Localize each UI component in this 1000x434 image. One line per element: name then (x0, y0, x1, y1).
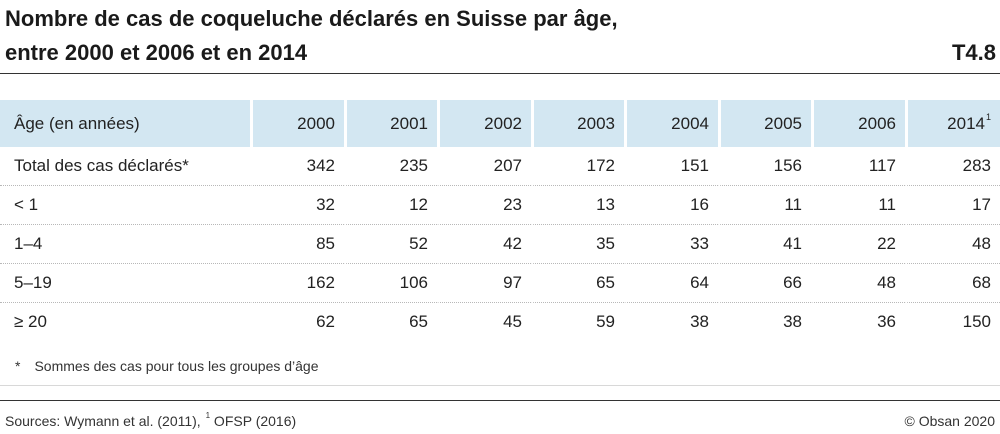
cell-value: 162 (250, 264, 344, 303)
source-note-marker: 1 (205, 411, 211, 420)
cell-value: 11 (811, 186, 905, 225)
header-year-2014: 20141 (905, 100, 1000, 147)
table-row: 1–4 85 52 42 35 33 41 22 48 (0, 225, 1000, 264)
cell-value: 32 (250, 186, 344, 225)
top-rule (0, 73, 1000, 74)
header-age-label: Âge (en années) (0, 100, 250, 147)
title-line-1: Nombre de cas de coqueluche déclarés en … (5, 6, 618, 31)
header-year: 2000 (250, 100, 344, 147)
cell-value: 38 (718, 303, 811, 341)
cell-value: 23 (437, 186, 531, 225)
cell-value: 65 (344, 303, 437, 341)
cell-value: 65 (531, 264, 624, 303)
cell-value: 36 (811, 303, 905, 341)
row-label: 1–4 (0, 225, 250, 264)
footnote-ref-1: 1 (985, 111, 991, 122)
footnote-rule (0, 385, 1000, 386)
cell-value: 45 (437, 303, 531, 341)
cell-value: 64 (624, 264, 718, 303)
header-year: 2001 (344, 100, 437, 147)
cell-value: 22 (811, 225, 905, 264)
cell-value: 48 (905, 225, 1000, 264)
cell-value: 97 (437, 264, 531, 303)
cell-value: 12 (344, 186, 437, 225)
table-row: Total des cas déclarés* 342 235 207 172 151 15… (0, 147, 1000, 186)
table-code: T4.8 (951, 40, 996, 65)
title-line-2: entre 2000 et 2006 et en 2014 (5, 40, 308, 65)
cell-value: 172 (531, 147, 624, 186)
cell-value: 283 (905, 147, 1000, 186)
cell-value: 59 (531, 303, 624, 341)
row-label: 5–19 (0, 264, 250, 303)
cell-value: 11 (718, 186, 811, 225)
data-table: Âge (en années) 2000 2001 2002 2003 2004… (0, 100, 1000, 341)
cell-value: 342 (250, 147, 344, 186)
copyright: © Obsan 2020 (904, 413, 996, 429)
table-row: 5–19 162 106 97 65 64 66 48 68 (0, 264, 1000, 303)
cell-value: 62 (250, 303, 344, 341)
sources: Sources: Wymann et al. (2011), 1 OFSP (2… (5, 411, 297, 429)
row-label: Total des cas déclarés* (0, 147, 250, 186)
cell-value: 207 (437, 147, 531, 186)
header-year: 2003 (531, 100, 624, 147)
row-label: ≥ 20 (14, 312, 47, 331)
cell-value: 66 (718, 264, 811, 303)
footnote: * Sommes des cas pour tous les groupes d’… (15, 358, 319, 374)
header-year: 2005 (718, 100, 811, 147)
cell-value: 235 (344, 147, 437, 186)
footnote-marker: * (15, 358, 21, 374)
cell-value: 17 (905, 186, 1000, 225)
cell-value: 13 (531, 186, 624, 225)
cell-value: 151 (624, 147, 718, 186)
cell-value: 42 (437, 225, 531, 264)
cell-value: 33 (624, 225, 718, 264)
header-year: 2006 (811, 100, 905, 147)
table-title: Nombre de cas de coqueluche déclarés en … (5, 2, 865, 70)
cell-value: 150 (905, 303, 1000, 341)
table-row: ≥ 20 62 65 45 59 38 38 36 150 (0, 303, 1000, 341)
cell-value: 85 (250, 225, 344, 264)
header-year: 2002 (437, 100, 531, 147)
cell-value: 68 (905, 264, 1000, 303)
row-label: < 1 (0, 186, 250, 225)
cell-value: 106 (344, 264, 437, 303)
cell-value: 156 (718, 147, 811, 186)
cell-value: 117 (811, 147, 905, 186)
header-year: 2004 (624, 100, 718, 147)
cell-value: 41 (718, 225, 811, 264)
footnote-text: Sommes des cas pour tous les groupes d’â… (34, 358, 319, 374)
cell-value: 38 (624, 303, 718, 341)
header-row: Âge (en années) 2000 2001 2002 2003 2004… (0, 100, 1000, 147)
cell-value: 52 (344, 225, 437, 264)
table-row: < 1 32 12 23 13 16 11 11 17 (0, 186, 1000, 225)
cell-value: 35 (531, 225, 624, 264)
cell-value: 16 (624, 186, 718, 225)
bottom-rule (0, 400, 1000, 401)
cell-value: 48 (811, 264, 905, 303)
